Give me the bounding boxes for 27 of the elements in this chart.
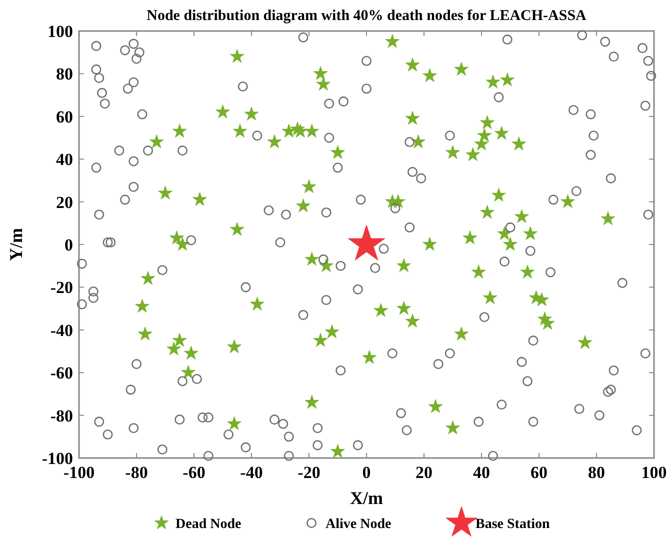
- x-tick-label: 40: [473, 463, 490, 482]
- x-tick-label: -40: [240, 463, 263, 482]
- y-tick-label: -80: [50, 406, 73, 426]
- x-axis-title: X/m: [350, 488, 383, 508]
- y-tick-label: -100: [42, 449, 73, 468]
- y-axis-title: Y/m: [6, 228, 26, 261]
- y-tick-label: 100: [48, 22, 73, 41]
- y-tick-label: 60: [56, 107, 73, 126]
- legend-label: Base Station: [476, 517, 550, 532]
- x-tick-label: -80: [125, 463, 148, 482]
- x-tick-label: -60: [182, 463, 206, 482]
- x-tick-label: 60: [530, 463, 548, 482]
- x-tick-label: 0: [362, 463, 371, 482]
- legend-label: Dead Node: [176, 517, 242, 532]
- chart-title: Node distribution diagram with 40% death nodes for LEACH-ASSA: [146, 8, 587, 24]
- y-tick-label: 20: [56, 192, 73, 212]
- y-tick-label: -60: [50, 364, 73, 383]
- y-tick-label: 80: [56, 64, 73, 84]
- y-tick-label: -40: [50, 320, 73, 340]
- y-tick-label: 40: [56, 150, 73, 170]
- y-tick-label: 0: [64, 236, 73, 254]
- x-tick-label: 20: [416, 463, 432, 482]
- x-tick-label: 100: [641, 463, 667, 482]
- x-tick-label: 80: [588, 463, 605, 482]
- x-tick-label: -20: [298, 463, 320, 482]
- legend-label: Alive Node: [326, 517, 392, 532]
- y-tick-label: -20: [50, 278, 73, 298]
